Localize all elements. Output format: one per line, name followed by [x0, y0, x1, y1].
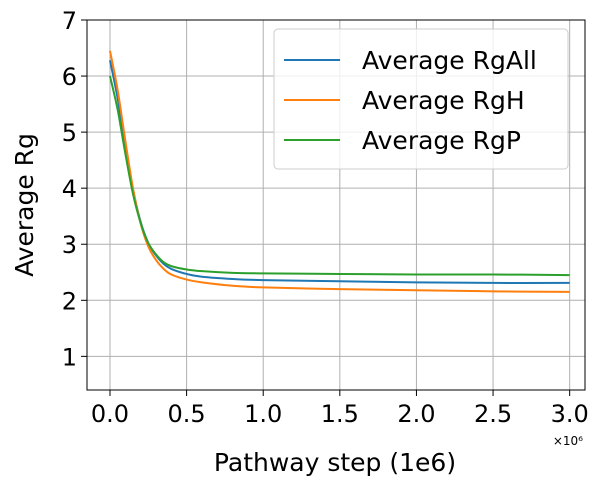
x-tick-label: 1.5: [321, 400, 359, 428]
axis-ticks: 0.0 0.5 1.0 1.5 2.0 2.5 3.0 1 2 3 4 5 6 7: [62, 7, 589, 428]
series-line-3: [109, 75, 570, 277]
series-line-2: [108, 50, 570, 293]
y-tick-label: 2: [62, 287, 77, 315]
y-axis-label: Average Rg: [10, 133, 39, 277]
x-tick-label: 2.5: [474, 400, 512, 428]
legend-label-3: Average RgP: [362, 126, 521, 155]
y-tick-label: 6: [62, 63, 77, 91]
plot-area-frame: [86, 19, 586, 391]
x-tick-label: 1.0: [244, 400, 282, 428]
legend: Average RgAll Average RgH Average RgP: [273, 28, 569, 170]
x-tick-label: 0.5: [168, 400, 206, 428]
legend-box: [273, 28, 569, 170]
series-lines: [108, 50, 570, 293]
y-tick-label: 1: [62, 343, 77, 371]
y-tick-label: 4: [62, 175, 77, 203]
legend-label-2: Average RgH: [362, 86, 525, 115]
y-tick-label: 7: [62, 7, 77, 35]
legend-label-1: Average RgAll: [362, 46, 537, 75]
x-axis-label: Pathway step (1e6): [214, 448, 456, 477]
x-tick-label: 2.0: [397, 400, 435, 428]
y-tick-label: 5: [62, 119, 77, 147]
y-tick-label: 3: [62, 231, 77, 259]
x-tick-label: 0.0: [91, 400, 129, 428]
x-axis-offset-label: ×10⁶: [553, 434, 583, 448]
x-tick-label: 3.0: [551, 400, 589, 428]
